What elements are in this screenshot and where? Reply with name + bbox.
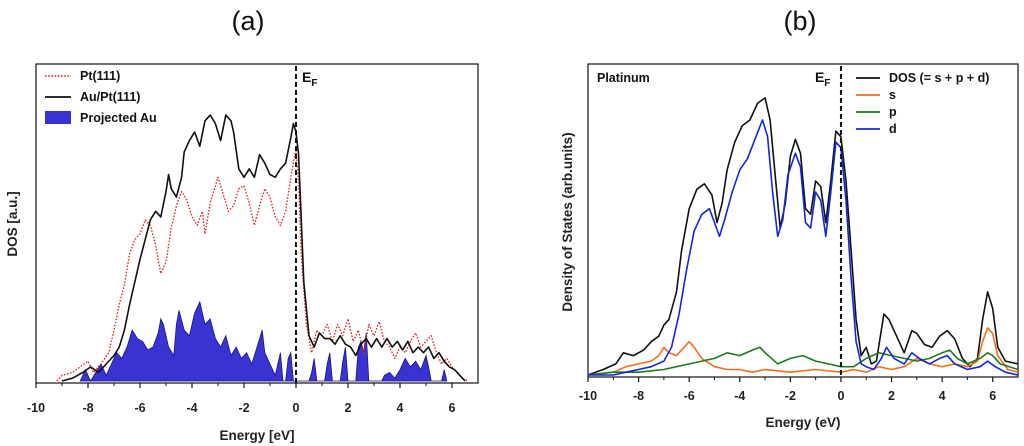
legend-pt-111-label: Pt(111) bbox=[80, 69, 120, 83]
x-tick-label: 2 bbox=[888, 389, 895, 403]
x-tick-label: -10 bbox=[27, 401, 45, 415]
panel-a-legend: Pt(111) Au/Pt(111) Projected Au bbox=[45, 69, 157, 125]
series-s bbox=[587, 327, 1019, 376]
legend-projected-au-label: Projected Au bbox=[80, 111, 157, 125]
panel-a-series bbox=[56, 114, 468, 382]
x-tick-label: 0 bbox=[837, 389, 844, 403]
panel-b: (b) Platinum -10 -8 -6 -4 -2 0 2 4 6 EF Energy (… bbox=[560, 6, 1019, 430]
panel-b-title: Platinum bbox=[597, 71, 650, 85]
legend-p-label: p bbox=[889, 105, 897, 119]
x-tick-label: -4 bbox=[186, 401, 197, 415]
panel-a-x-axis-label: Energy [eV] bbox=[219, 428, 294, 443]
x-tick-label: -2 bbox=[785, 389, 796, 403]
legend-s-label: s bbox=[889, 88, 896, 102]
panel-a-x-ticks: -10 -8 -6 -4 -2 0 2 4 6 bbox=[27, 383, 456, 415]
legend-d-label: d bbox=[889, 122, 897, 136]
legend-dos-s-p-d-label: DOS (= s + p + d) bbox=[889, 71, 989, 85]
panel-b-legend: DOS (= s + p + d) spd bbox=[856, 71, 989, 136]
panel-a: (a) -10 -8 -6 -4 -2 0 2 4 6 EF Energy [eV] DOS [… bbox=[5, 6, 479, 443]
panel-b-frame bbox=[587, 63, 1019, 378]
x-tick-label: -8 bbox=[82, 401, 93, 415]
legend-au-pt-111-label: Au/Pt(111) bbox=[80, 90, 140, 104]
x-tick-label: 0 bbox=[293, 401, 300, 415]
x-tick-label: 4 bbox=[939, 389, 946, 403]
x-tick-label: 2 bbox=[345, 401, 352, 415]
x-tick-label: 4 bbox=[397, 401, 404, 415]
series-d bbox=[588, 119, 1019, 376]
panel-b-y-axis-label: Density of States (arb.units) bbox=[560, 132, 575, 311]
x-tick-label: 6 bbox=[449, 401, 456, 415]
panel-a-fermi-label: EF bbox=[302, 69, 317, 89]
panel-a-frame bbox=[35, 63, 479, 384]
panel-b-x-ticks: -10 -8 -6 -4 -2 0 2 4 6 bbox=[579, 377, 996, 403]
panel-b-fermi-label: EF bbox=[815, 69, 830, 89]
panel-a-label: (a) bbox=[232, 6, 265, 36]
legend-projected-au-swatch bbox=[45, 111, 71, 124]
x-tick-label: -2 bbox=[238, 401, 249, 415]
x-tick-label: -8 bbox=[633, 389, 644, 403]
x-tick-label: -10 bbox=[579, 389, 597, 403]
x-tick-label: -4 bbox=[734, 389, 745, 403]
x-tick-label: -6 bbox=[684, 389, 695, 403]
x-tick-label: 6 bbox=[989, 389, 996, 403]
panel-b-x-axis-label: Energy (eV) bbox=[765, 415, 840, 430]
panel-a-y-axis-label: DOS [a.u.] bbox=[5, 191, 20, 256]
series-p bbox=[587, 346, 1019, 376]
series-dos-s-p-d bbox=[587, 97, 1019, 376]
series-pt-111 bbox=[56, 148, 468, 382]
series-projected-au bbox=[79, 300, 448, 382]
panel-b-label: (b) bbox=[784, 6, 817, 36]
series-au-pt-111 bbox=[61, 114, 466, 382]
x-tick-label: -6 bbox=[134, 401, 145, 415]
panel-b-series bbox=[587, 97, 1019, 376]
